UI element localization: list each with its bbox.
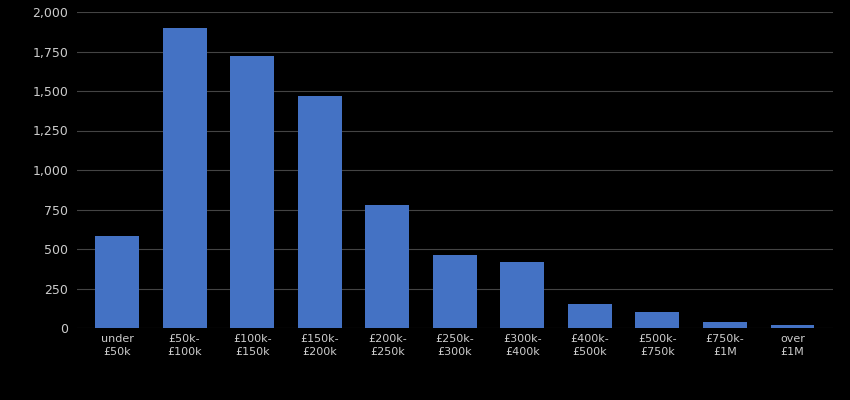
Bar	[366, 205, 409, 328]
Bar	[636, 312, 679, 328]
Bar	[703, 322, 747, 328]
Bar	[95, 236, 139, 328]
Bar	[501, 262, 544, 328]
Bar	[298, 96, 342, 328]
Bar	[433, 255, 477, 328]
Bar	[162, 28, 207, 328]
Bar	[230, 56, 274, 328]
Bar	[568, 304, 612, 328]
Bar	[770, 325, 814, 328]
